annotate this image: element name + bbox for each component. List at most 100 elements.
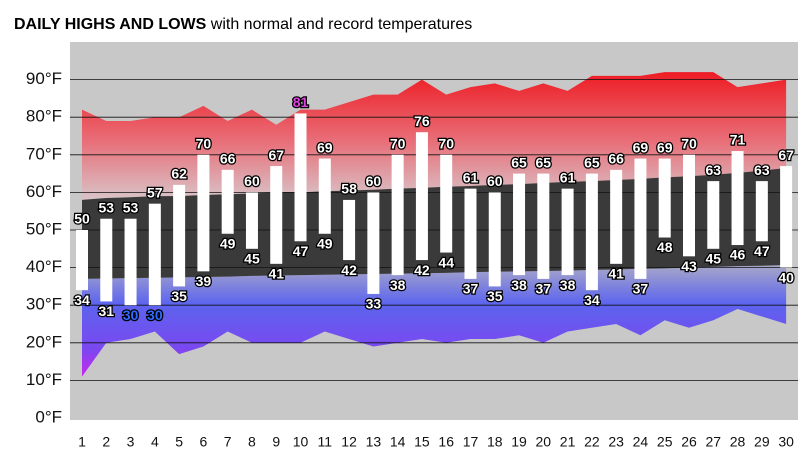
low-label: 49 [317, 235, 333, 251]
title: DAILY HIGHS AND LOWS [14, 16, 207, 33]
low-label: 38 [560, 277, 576, 293]
normal-range-area [82, 167, 787, 279]
low-label: 35 [171, 288, 187, 304]
high-label: 65 [511, 154, 527, 170]
high-label: 67 [268, 147, 284, 163]
x-tick-label: 16 [438, 434, 454, 450]
bar [634, 158, 647, 279]
low-label: 49 [220, 235, 236, 251]
high-label: 62 [171, 166, 187, 182]
bar [755, 181, 768, 242]
x-tick-label: 14 [390, 434, 406, 450]
low-label: 45 [705, 251, 721, 267]
high-label: 61 [463, 169, 479, 185]
low-label: 46 [730, 247, 746, 263]
high-label: 57 [147, 184, 163, 200]
low-label: 34 [584, 292, 600, 308]
y-tick-label: 40°F [26, 257, 62, 276]
x-tick-label: 18 [487, 434, 503, 450]
low-label: 42 [341, 262, 357, 278]
x-tick-label: 29 [754, 434, 770, 450]
x-tick-label: 28 [730, 434, 746, 450]
x-tick-label: 8 [248, 434, 256, 450]
y-tick-label: 70°F [26, 144, 62, 163]
high-label: 76 [414, 113, 430, 129]
low-label: 38 [390, 277, 406, 293]
x-tick-label: 3 [127, 434, 135, 450]
low-label: 44 [438, 254, 454, 270]
bar [731, 151, 744, 246]
bar [610, 169, 623, 264]
bar [367, 192, 380, 294]
bar [343, 199, 356, 261]
high-label: 50 [74, 211, 90, 227]
high-label: 60 [366, 173, 382, 189]
high-label: 81 [293, 94, 309, 110]
x-tick-label: 11 [318, 434, 333, 450]
high-label: 63 [754, 162, 770, 178]
bar [683, 154, 695, 257]
high-label: 60 [487, 173, 503, 189]
bar [318, 158, 331, 234]
high-label: 70 [438, 136, 454, 152]
x-tick-label: 1 [78, 434, 86, 450]
high-label: 58 [341, 181, 357, 197]
high-label: 69 [317, 139, 333, 155]
x-tick-label: 12 [341, 434, 357, 450]
bar [100, 218, 113, 302]
subtitle: with normal and record temperatures [210, 16, 472, 33]
y-tick-label: 60°F [26, 182, 62, 201]
high-label: 61 [560, 169, 576, 185]
bar [513, 173, 526, 276]
y-tick-label: 50°F [26, 219, 62, 238]
bar [585, 173, 598, 291]
low-label: 47 [754, 243, 770, 259]
bar [294, 113, 307, 242]
low-label: 37 [536, 281, 552, 297]
bar [464, 188, 477, 279]
x-tick-label: 22 [584, 434, 600, 450]
x-tick-label: 9 [272, 434, 280, 450]
low-label: 48 [657, 239, 673, 255]
x-tick-label: 19 [511, 434, 527, 450]
high-label: 70 [196, 136, 212, 152]
low-label: 34 [74, 292, 90, 308]
bar [488, 192, 501, 287]
high-label: 69 [633, 139, 649, 155]
low-label: 38 [511, 277, 527, 293]
bar [391, 154, 404, 276]
bar [221, 169, 234, 234]
x-tick-label: 25 [657, 434, 673, 450]
high-label: 60 [244, 173, 260, 189]
high-label: 66 [220, 151, 236, 167]
record-low-area [82, 264, 787, 377]
bar [124, 218, 137, 306]
bar [537, 173, 550, 279]
high-label: 53 [123, 199, 139, 215]
high-label: 65 [536, 154, 552, 170]
high-label: 67 [778, 147, 794, 163]
low-label: 42 [414, 262, 430, 278]
high-label: 66 [608, 151, 624, 167]
low-label: 30 [147, 307, 163, 323]
x-tick-label: 6 [200, 434, 208, 450]
bar [76, 230, 88, 291]
x-tick-label: 17 [463, 434, 479, 450]
bar [197, 154, 210, 272]
bar [440, 154, 453, 253]
high-label: 71 [730, 132, 746, 148]
y-tick-label: 30°F [26, 295, 62, 314]
y-tick-label: 0°F [35, 407, 62, 426]
bar [245, 192, 258, 249]
record-high-area [82, 72, 787, 200]
x-tick-label: 10 [293, 434, 309, 450]
high-label: 70 [681, 136, 697, 152]
y-tick-label: 90°F [26, 69, 62, 88]
x-tick-label: 30 [778, 434, 794, 450]
x-tick-label: 15 [414, 434, 430, 450]
low-label: 30 [123, 307, 139, 323]
high-label: 69 [657, 139, 673, 155]
low-label: 37 [463, 281, 479, 297]
low-label: 45 [244, 251, 260, 267]
